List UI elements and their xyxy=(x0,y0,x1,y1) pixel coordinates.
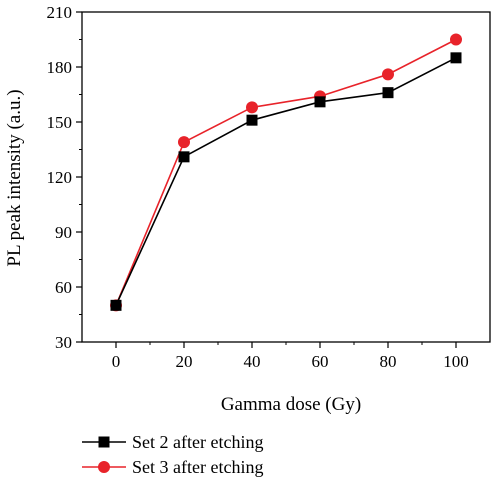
data-point-square xyxy=(110,299,122,311)
y-tick-label: 180 xyxy=(47,58,73,77)
data-point-circle xyxy=(246,101,258,114)
y-tick-label: 90 xyxy=(55,223,72,242)
data-point-circle xyxy=(450,33,462,46)
y-tick-label: 210 xyxy=(47,3,73,22)
legend-marker-square xyxy=(98,436,110,448)
series-line-2 xyxy=(115,57,457,306)
series-line-3 xyxy=(115,38,457,306)
y-tick-label: 30 xyxy=(55,333,72,352)
x-tick-label: 0 xyxy=(112,352,121,371)
data-point-square xyxy=(450,52,462,64)
x-tick-label: 40 xyxy=(244,352,261,371)
y-axis-label: PL peak intensity (a.u.) xyxy=(4,89,25,266)
data-point-square xyxy=(382,87,394,99)
x-tick-label: 100 xyxy=(443,352,469,371)
x-tick-label: 20 xyxy=(176,352,193,371)
data-point-circle xyxy=(178,136,190,149)
data-point-square xyxy=(314,96,326,108)
legend: Set 2 after etching Set 3 after etching xyxy=(82,432,263,477)
legend-label: Set 3 after etching xyxy=(132,457,263,477)
x-tick-label: 80 xyxy=(380,352,397,371)
y-tick-label: 120 xyxy=(47,168,73,187)
y-tick-label: 150 xyxy=(47,113,73,132)
data-point-circle xyxy=(382,68,394,81)
x-axis-label: Gamma dose (Gy) xyxy=(221,394,361,415)
legend-label: Set 2 after etching xyxy=(132,432,263,452)
x-tick-label: 60 xyxy=(312,352,329,371)
legend-marker-circle xyxy=(98,461,110,473)
y-tick-label: 60 xyxy=(55,278,72,297)
plot-frame xyxy=(81,11,491,343)
data-point-square xyxy=(246,114,258,126)
data-point-square xyxy=(178,151,190,163)
